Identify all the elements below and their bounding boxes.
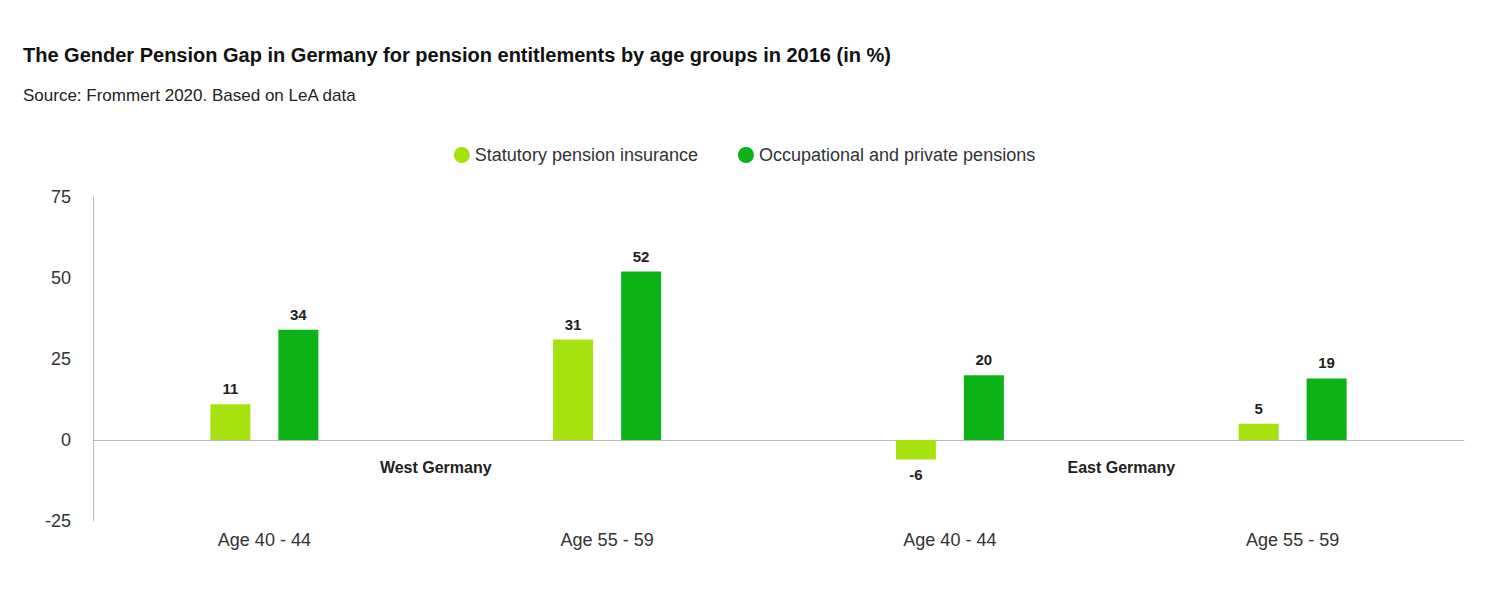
svg-text:75: 75: [51, 187, 71, 207]
svg-text:West Germany: West Germany: [380, 459, 492, 476]
svg-text:34: 34: [290, 306, 307, 323]
svg-text:52: 52: [633, 248, 650, 265]
svg-text:Age 55 - 59: Age 55 - 59: [1246, 530, 1339, 550]
svg-text:Statutory pension insurance: Statutory pension insurance: [475, 145, 698, 165]
svg-text:East Germany: East Germany: [1067, 459, 1175, 476]
svg-text:Age 40 - 44: Age 40 - 44: [903, 530, 996, 550]
svg-text:Age 40 - 44: Age 40 - 44: [218, 530, 311, 550]
svg-text:5: 5: [1254, 400, 1262, 417]
svg-text:20: 20: [976, 351, 993, 368]
svg-text:31: 31: [565, 316, 582, 333]
svg-text:-6: -6: [909, 466, 922, 483]
svg-text:Occupational and private pensi: Occupational and private pensions: [759, 145, 1035, 165]
svg-text:-25: -25: [45, 511, 71, 531]
svg-text:25: 25: [51, 349, 71, 369]
svg-text:11: 11: [222, 380, 238, 397]
svg-text:Age 55 - 59: Age 55 - 59: [561, 530, 654, 550]
svg-text:50: 50: [51, 268, 71, 288]
svg-text:0: 0: [61, 430, 71, 450]
svg-text:Source: Frommert 2020. Based o: Source: Frommert 2020. Based on LeA data: [23, 86, 356, 105]
svg-text:The Gender Pension Gap in Germ: The Gender Pension Gap in Germany for pe…: [23, 44, 891, 66]
svg-text:19: 19: [1318, 354, 1335, 371]
